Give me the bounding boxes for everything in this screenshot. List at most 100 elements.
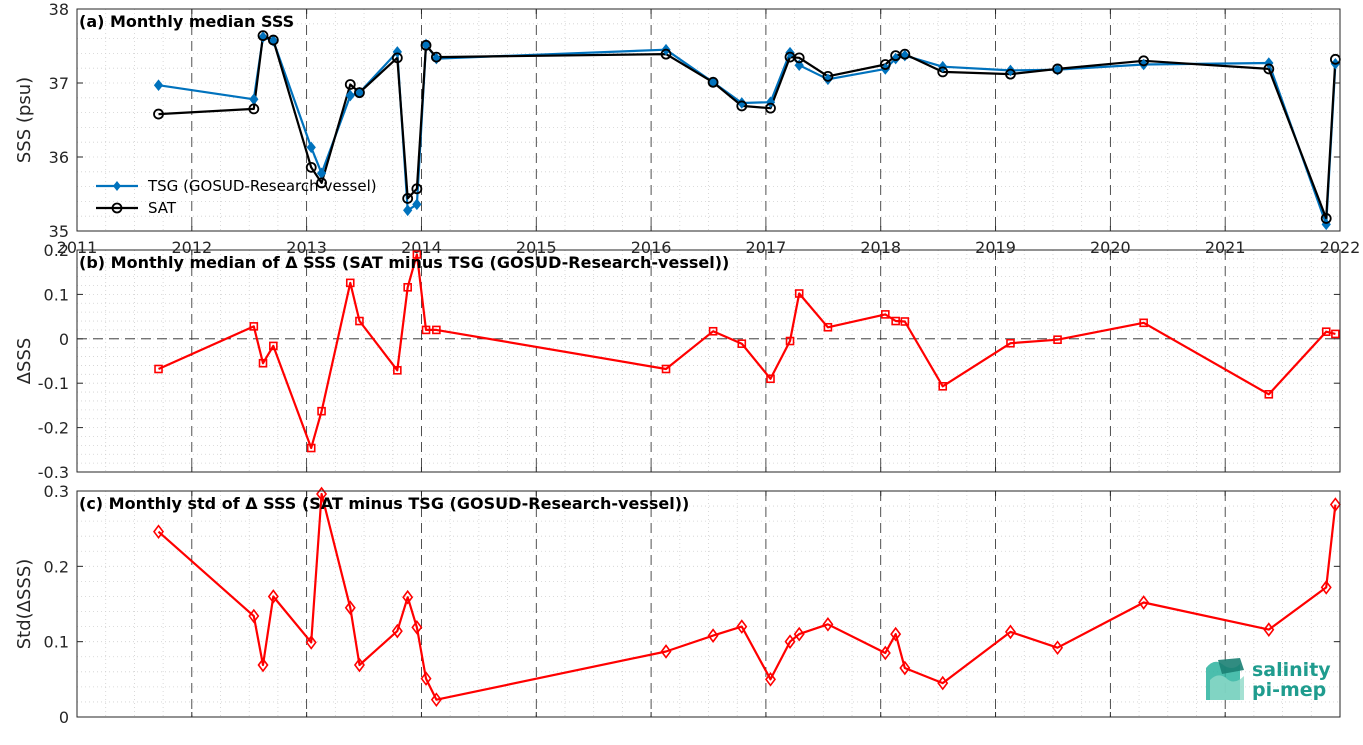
panel-c: 0 0.1 0.2 0.3 (c) Monthly std of Δ SSS (SAT…: [14, 482, 1341, 727]
std-point: [890, 626, 902, 642]
sat-point: [420, 39, 432, 51]
delta-point: [823, 322, 833, 332]
y-tick-label: -0.3: [38, 463, 69, 482]
sat-point: [899, 48, 911, 60]
x-tick-label: 2020: [1090, 238, 1131, 257]
delta-point: [661, 364, 671, 374]
sat-point: [879, 59, 891, 70]
tsg-point: [306, 141, 316, 154]
tsg-point: [403, 204, 413, 217]
sat-point: [354, 87, 365, 99]
sat-point: [344, 79, 356, 90]
x-tick-label: 2021: [1205, 238, 1246, 257]
x-tick-label: 2012: [171, 238, 212, 257]
std-point: [1004, 624, 1016, 640]
delta-point: [1139, 318, 1148, 328]
std-point: [316, 486, 328, 502]
series-0-line: [158, 253, 1336, 450]
y-tick-label: -0.1: [38, 374, 69, 393]
x-tick-label: 2011: [57, 238, 98, 257]
sat-point: [660, 48, 672, 60]
delta-point: [1053, 335, 1062, 344]
delta-point: [345, 278, 355, 288]
delta-point: [737, 339, 747, 348]
y-tick-label: -0.2: [38, 419, 69, 438]
std-point: [411, 620, 423, 635]
sat-point: [1005, 68, 1016, 80]
panel-1-frame: [76, 249, 1341, 473]
x-tick-label: 2016: [631, 238, 672, 257]
legend-tsg-marker: [113, 181, 121, 191]
y-tick-label: 0.1: [44, 633, 69, 652]
std-point: [793, 626, 805, 642]
delta-point: [766, 374, 775, 384]
std-point: [660, 644, 672, 659]
delta-point: [269, 341, 278, 351]
delta-point: [258, 358, 268, 368]
tsg-point: [891, 52, 901, 65]
logo-wave-icon-3: [1218, 658, 1244, 674]
std-point: [1052, 640, 1064, 656]
sat-point: [736, 100, 748, 112]
delta-point: [432, 325, 441, 335]
delta-point: [1006, 338, 1015, 348]
sat-point: [937, 66, 949, 78]
y-tick-label: 35: [49, 222, 69, 241]
salinity-pi-mep-logo: salinity pi-mep: [1206, 658, 1331, 701]
std-point: [707, 628, 719, 643]
delta-point: [1321, 327, 1331, 336]
panel-a: 2011 2012 2013 2014 2015 2016 2017 2018 2019 2020…: [14, 0, 1360, 257]
std-point: [784, 634, 796, 650]
legend: TSG (GOSUD-Research-vessel) SAT: [96, 177, 377, 217]
sat-point: [707, 76, 719, 88]
sat-point: [1320, 213, 1332, 224]
y-tick-label: 0: [59, 330, 69, 349]
y-tick-label: 0.3: [44, 482, 69, 501]
delta-point: [891, 316, 900, 326]
delta-point: [881, 310, 890, 319]
delta-point: [1331, 329, 1340, 339]
delta-point: [317, 406, 326, 416]
std-point: [736, 619, 748, 634]
logo-line2: pi-mep: [1252, 679, 1326, 701]
panel-c-title: (c) Monthly std of Δ SSS (SAT minus TSG …: [79, 494, 689, 513]
delta-point: [306, 443, 316, 453]
std-point: [430, 692, 442, 708]
panel-b-title: (b) Monthly median of Δ SSS (SAT minus T…: [79, 253, 729, 272]
delta-point: [154, 364, 163, 374]
delta-point: [355, 316, 364, 326]
delta-point: [938, 382, 948, 391]
sat-point: [765, 102, 776, 114]
sat-point: [267, 34, 279, 46]
panel-a-ylabel: SSS (psu): [14, 77, 35, 163]
std-point: [344, 600, 356, 616]
tsg-point: [823, 73, 833, 86]
std-point: [402, 589, 414, 605]
panel-b-ylabel: ΔSSS: [14, 338, 35, 385]
x-tick-label: 2014: [401, 238, 442, 257]
sat-point: [1263, 63, 1275, 75]
x-tick-label: 2017: [746, 238, 787, 257]
tsg-point: [153, 79, 164, 92]
tsg-point: [345, 89, 355, 102]
std-point: [765, 671, 777, 687]
std-point: [937, 675, 949, 691]
std-point: [391, 623, 403, 639]
std-point: [305, 635, 317, 650]
y-tick-label: 0: [59, 708, 69, 727]
std-point: [153, 524, 165, 540]
std-point: [248, 608, 260, 624]
delta-point: [708, 326, 718, 336]
delta-point: [794, 289, 804, 298]
sat-point: [248, 103, 260, 115]
std-point: [1138, 595, 1150, 610]
sat-point: [430, 51, 442, 63]
sat-point: [391, 52, 403, 64]
std-point: [879, 645, 891, 661]
delta-point: [249, 322, 259, 331]
sat-point: [822, 70, 834, 82]
legend-tsg-label: TSG (GOSUD-Research-vessel): [147, 177, 377, 195]
sat-point: [257, 30, 269, 42]
sat-point: [1138, 55, 1150, 67]
